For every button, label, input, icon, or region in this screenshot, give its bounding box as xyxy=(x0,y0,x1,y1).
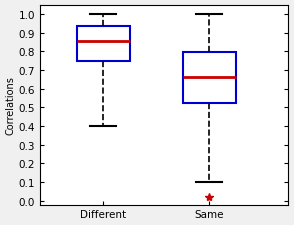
PathPatch shape xyxy=(183,53,235,103)
Y-axis label: Correlations: Correlations xyxy=(6,76,16,134)
PathPatch shape xyxy=(77,27,130,61)
